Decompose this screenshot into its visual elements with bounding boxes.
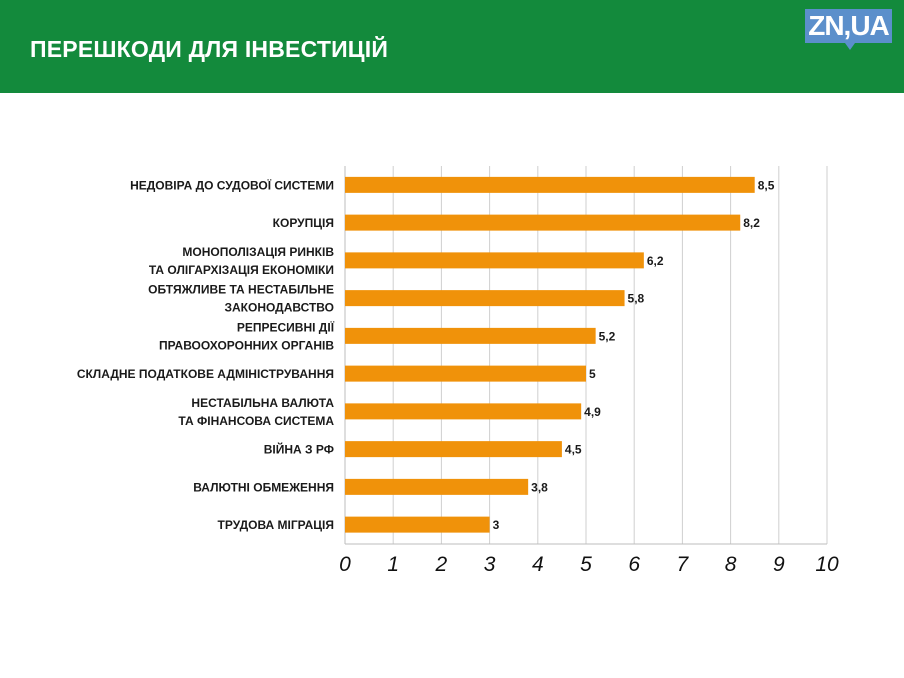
x-tick-label: 9: [773, 553, 785, 576]
category-label: ОБТЯЖЛИВЕ ТА НЕСТАБІЛЬНЕ: [148, 283, 334, 297]
bar: [345, 403, 582, 420]
bar: [345, 252, 644, 269]
data-label: 3: [493, 518, 500, 532]
bar: [345, 365, 586, 382]
data-label: 5,8: [628, 292, 645, 306]
data-label: 8,5: [758, 178, 775, 192]
category-label: ПРАВООХОРОННИХ ОРГАНІВ: [159, 338, 334, 352]
category-label: ВІЙНА З РФ: [264, 442, 334, 457]
bar: [345, 327, 596, 344]
category-label: КОРУПЦІЯ: [273, 216, 334, 230]
category-label: НЕДОВІРА ДО СУДОВОЇ СИСТЕМИ: [130, 177, 334, 192]
bar: [345, 214, 741, 231]
data-label: 8,2: [743, 216, 760, 230]
category-label: СКЛАДНЕ ПОДАТКОВЕ АДМІНІСТРУВАННЯ: [77, 367, 334, 381]
category-label: ТРУДОВА МІГРАЦІЯ: [218, 518, 334, 532]
bar: [345, 176, 755, 193]
x-tick-label: 3: [484, 553, 496, 576]
x-tick-label: 0: [339, 553, 351, 576]
x-tick-label: 1: [387, 553, 399, 576]
bar: [345, 441, 562, 458]
category-label: ТА ФІНАНСОВА СИСТЕМА: [178, 414, 334, 428]
bar: [345, 478, 529, 495]
header-bar: ПЕРЕШКОДИ ДЛЯ ІНВЕСТИЦІЙ ZN,UA: [0, 0, 904, 93]
data-label: 3,8: [531, 480, 548, 494]
category-label: НЕСТАБІЛЬНА ВАЛЮТА: [191, 396, 334, 410]
category-label: ВАЛЮТНІ ОБМЕЖЕННЯ: [193, 480, 334, 494]
zn-ua-logo[interactable]: ZN,UA: [805, 9, 892, 50]
bar: [345, 516, 490, 533]
x-tick-label: 7: [677, 553, 690, 576]
x-tick-label: 6: [628, 553, 640, 576]
category-label: ТА ОЛІГАРХІЗАЦІЯ ЕКОНОМІКИ: [149, 263, 334, 277]
category-label: РЕПРЕСИВНІ ДІЇ: [237, 319, 335, 334]
x-tick-label: 10: [815, 553, 839, 576]
data-label: 6,2: [647, 254, 664, 268]
data-label: 5,2: [599, 329, 616, 343]
x-tick-label: 5: [580, 553, 592, 576]
data-label: 4,9: [584, 405, 601, 419]
x-tick-label: 8: [725, 553, 737, 576]
category-label: ЗАКОНОДАВСТВО: [224, 301, 334, 315]
x-tick-label: 4: [532, 553, 544, 576]
bar: [345, 290, 625, 307]
data-label: 4,5: [565, 443, 582, 457]
x-tick-label: 2: [435, 553, 448, 576]
data-label: 5: [589, 367, 596, 381]
page-title: ПЕРЕШКОДИ ДЛЯ ІНВЕСТИЦІЙ: [30, 36, 389, 62]
category-label: МОНОПОЛІЗАЦІЯ РИНКІВ: [182, 245, 334, 259]
